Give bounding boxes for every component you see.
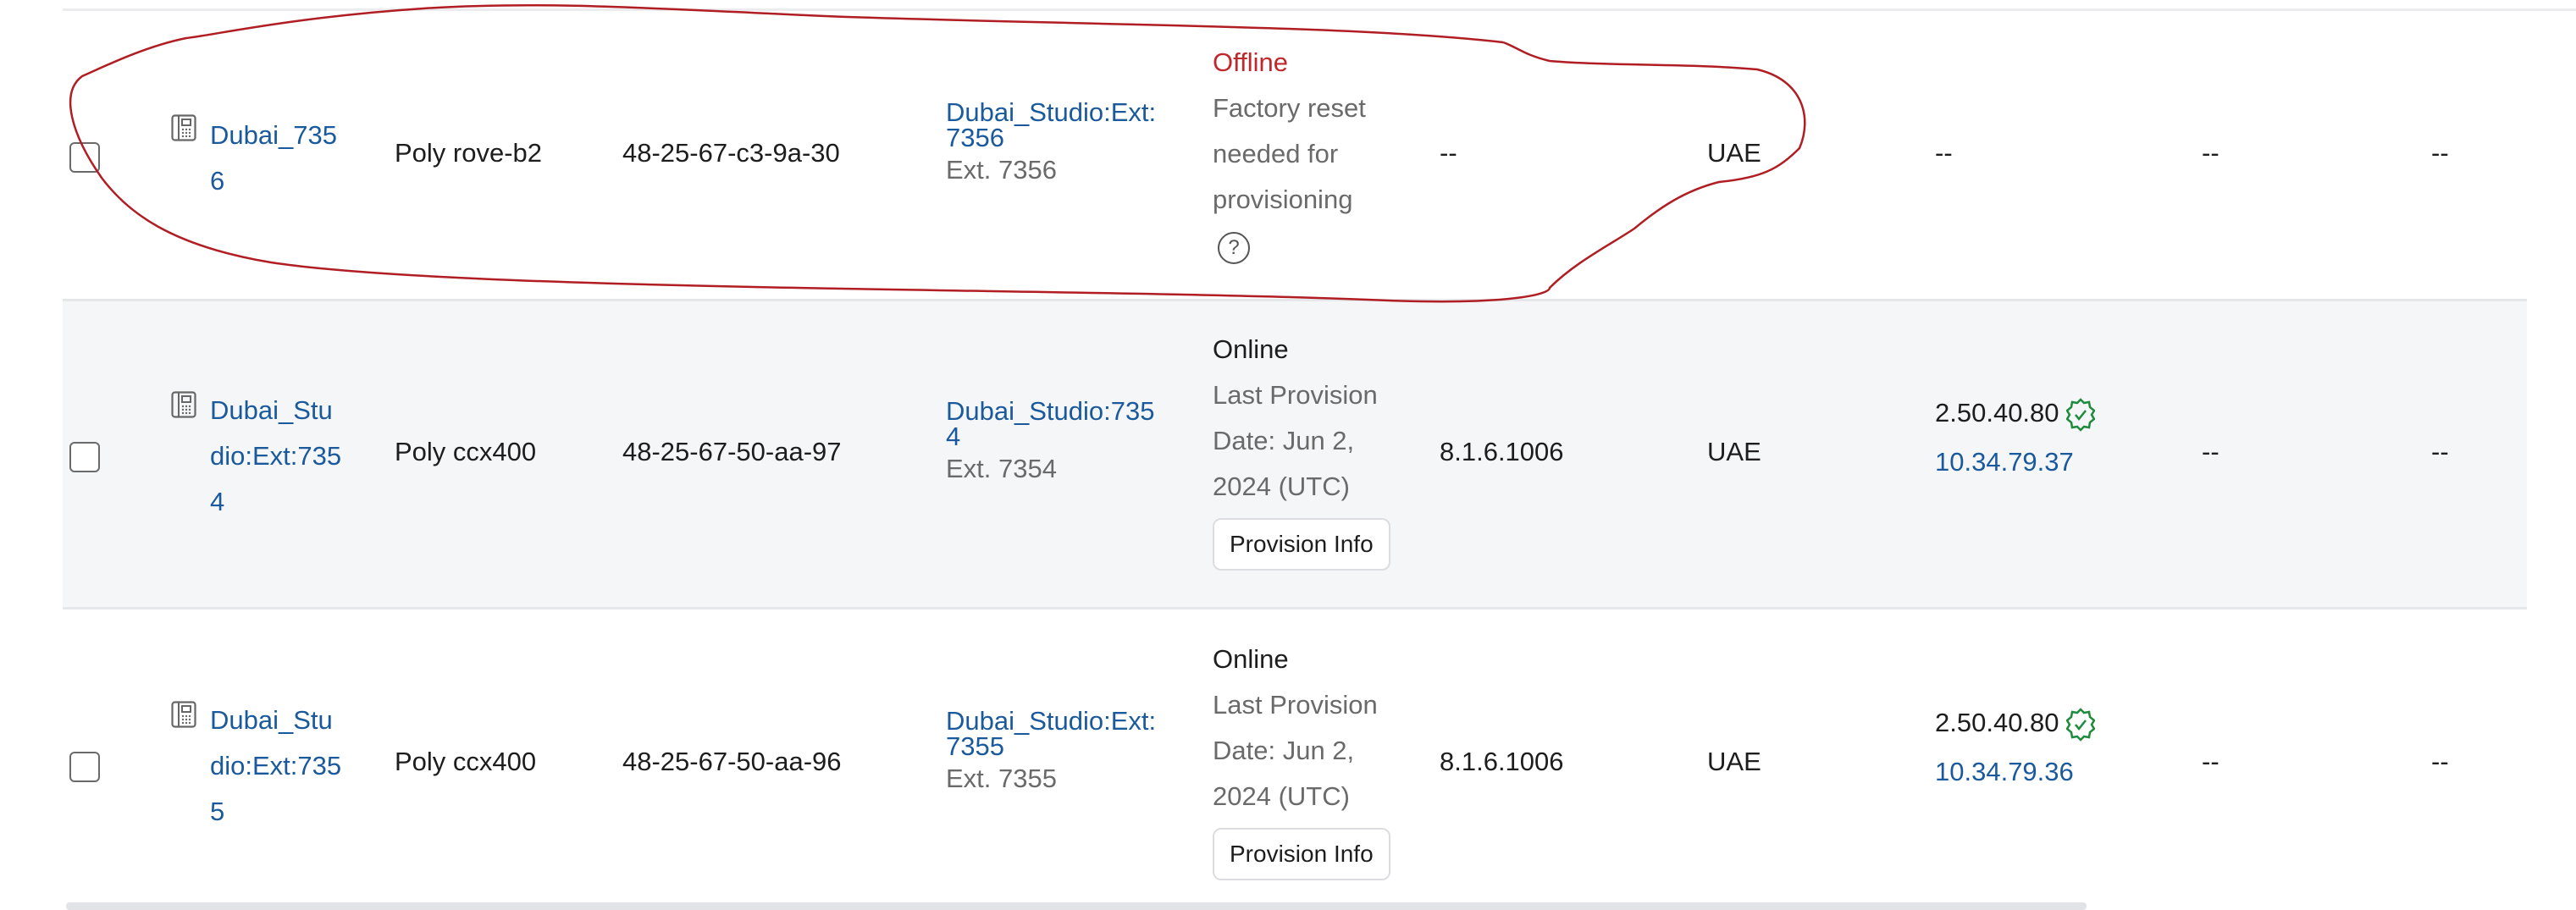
col9-value: --	[2202, 437, 2219, 466]
desk-phone-icon	[171, 701, 196, 728]
col10-value: --	[2431, 138, 2449, 168]
line-label: 4	[946, 422, 961, 451]
table-row[interactable]: Dubai_Stu dio:Ext:735 4 Poly ccx400 48-25-…	[63, 299, 2527, 609]
col10-value: --	[2431, 437, 2449, 466]
location: UAE	[1707, 437, 1761, 466]
device-name-line: Dubai_Stu	[210, 395, 333, 425]
status-detail: Date: Jun 2,	[1213, 736, 1355, 765]
verified-badge-icon	[2065, 708, 2095, 742]
mac-address: 48-25-67-c3-9a-30	[622, 138, 840, 168]
line-link[interactable]: Dubai_Studio:Ext: 7355 Ext. 7355	[946, 706, 1157, 793]
status-badge: Offline	[1213, 47, 1289, 77]
ip-version: 2.50.40.80	[1935, 708, 2059, 738]
status-detail: 2024 (UTC)	[1213, 472, 1350, 501]
ip-info: --	[1935, 138, 1953, 168]
device-model: Poly rove-b2	[395, 138, 543, 168]
col9-value: --	[2202, 138, 2219, 168]
firmware: 8.1.6.1006	[1440, 437, 1564, 466]
status-detail: needed for	[1213, 139, 1339, 168]
line-link[interactable]: Dubai_Studio:Ext: 7356 Ext. 7356	[946, 97, 1157, 185]
device-name-line: Dubai_Stu	[210, 705, 333, 735]
status-detail: 2024 (UTC)	[1213, 781, 1350, 811]
device-name-link[interactable]: Dubai_Stu dio:Ext:735 5	[210, 698, 341, 835]
provision-info-button[interactable]: Provision Info	[1213, 518, 1390, 571]
status-detail: Last Provision	[1213, 380, 1378, 410]
status-detail: Last Provision	[1213, 690, 1378, 720]
status-cell: Online Last Provision Date: Jun 2, 2024 …	[1213, 327, 1390, 571]
line-label: Dubai_Studio:Ext:	[946, 706, 1157, 736]
line-link[interactable]: Dubai_Studio:735 4 Ext. 7354	[946, 396, 1155, 483]
row-checkbox[interactable]	[69, 142, 100, 173]
row-checkbox[interactable]	[69, 442, 100, 472]
ip-version: 2.50.40.80	[1935, 398, 2059, 428]
provision-info-button[interactable]: Provision Info	[1213, 828, 1390, 880]
status-detail: Date: Jun 2,	[1213, 426, 1355, 455]
extension: Ext. 7355	[946, 764, 1057, 793]
ip-address-link[interactable]: 10.34.79.37	[1935, 447, 2074, 477]
status-cell: Offline Factory reset needed for provisi…	[1213, 40, 1366, 268]
status-detail: provisioning	[1213, 185, 1353, 214]
extension: Ext. 7354	[946, 454, 1057, 483]
status-badge: Online	[1213, 644, 1289, 674]
ip-info: 2.50.40.80 10.34.79.36	[1935, 708, 2095, 787]
col9-value: --	[2202, 747, 2219, 776]
device-name-line: 5	[210, 797, 225, 826]
device-name: Dubai_7356	[210, 120, 337, 196]
status-detail: Factory reset	[1213, 93, 1366, 123]
device-name-line: dio:Ext:735	[210, 751, 342, 780]
device-name-link[interactable]: Dubai_Stu dio:Ext:735 4	[210, 388, 341, 525]
ip-address-link[interactable]: 10.34.79.36	[1935, 757, 2074, 786]
line-label: 7355	[946, 731, 1004, 761]
location: UAE	[1707, 747, 1761, 776]
table-row[interactable]: Dubai_7356 Poly rove-b2 48-25-67-c3-9a-3…	[63, 11, 2527, 301]
device-name-link[interactable]: Dubai_7356	[210, 113, 339, 204]
location: UAE	[1707, 138, 1761, 168]
desk-phone-icon	[171, 114, 196, 141]
status-cell: Online Last Provision Date: Jun 2, 2024 …	[1213, 637, 1390, 880]
ip-info: 2.50.40.80 10.34.79.37	[1935, 398, 2095, 477]
help-circle-icon[interactable]: ?	[1218, 232, 1250, 264]
mac-address: 48-25-67-50-aa-96	[622, 747, 842, 776]
line-label: Dubai_Studio:Ext:	[946, 97, 1157, 127]
device-model: Poly ccx400	[395, 437, 537, 466]
row-checkbox[interactable]	[69, 752, 100, 782]
col10-value: --	[2431, 747, 2449, 776]
horizontal-scrollbar[interactable]	[66, 902, 2087, 910]
firmware: --	[1440, 138, 1457, 168]
device-name-line: dio:Ext:735	[210, 441, 342, 471]
mac-address: 48-25-67-50-aa-97	[622, 437, 842, 466]
desk-phone-icon	[171, 391, 196, 418]
extension: Ext. 7356	[946, 155, 1057, 185]
firmware: 8.1.6.1006	[1440, 747, 1564, 776]
verified-badge-icon	[2065, 398, 2095, 432]
line-label: Dubai_Studio:735	[946, 396, 1155, 426]
device-model: Poly ccx400	[395, 747, 537, 776]
line-label: 7356	[946, 123, 1004, 152]
device-name-line: 4	[210, 487, 225, 516]
status-badge: Online	[1213, 334, 1289, 364]
table-row[interactable]: Dubai_Stu dio:Ext:735 5 Poly ccx400 48-25-…	[63, 607, 2527, 902]
